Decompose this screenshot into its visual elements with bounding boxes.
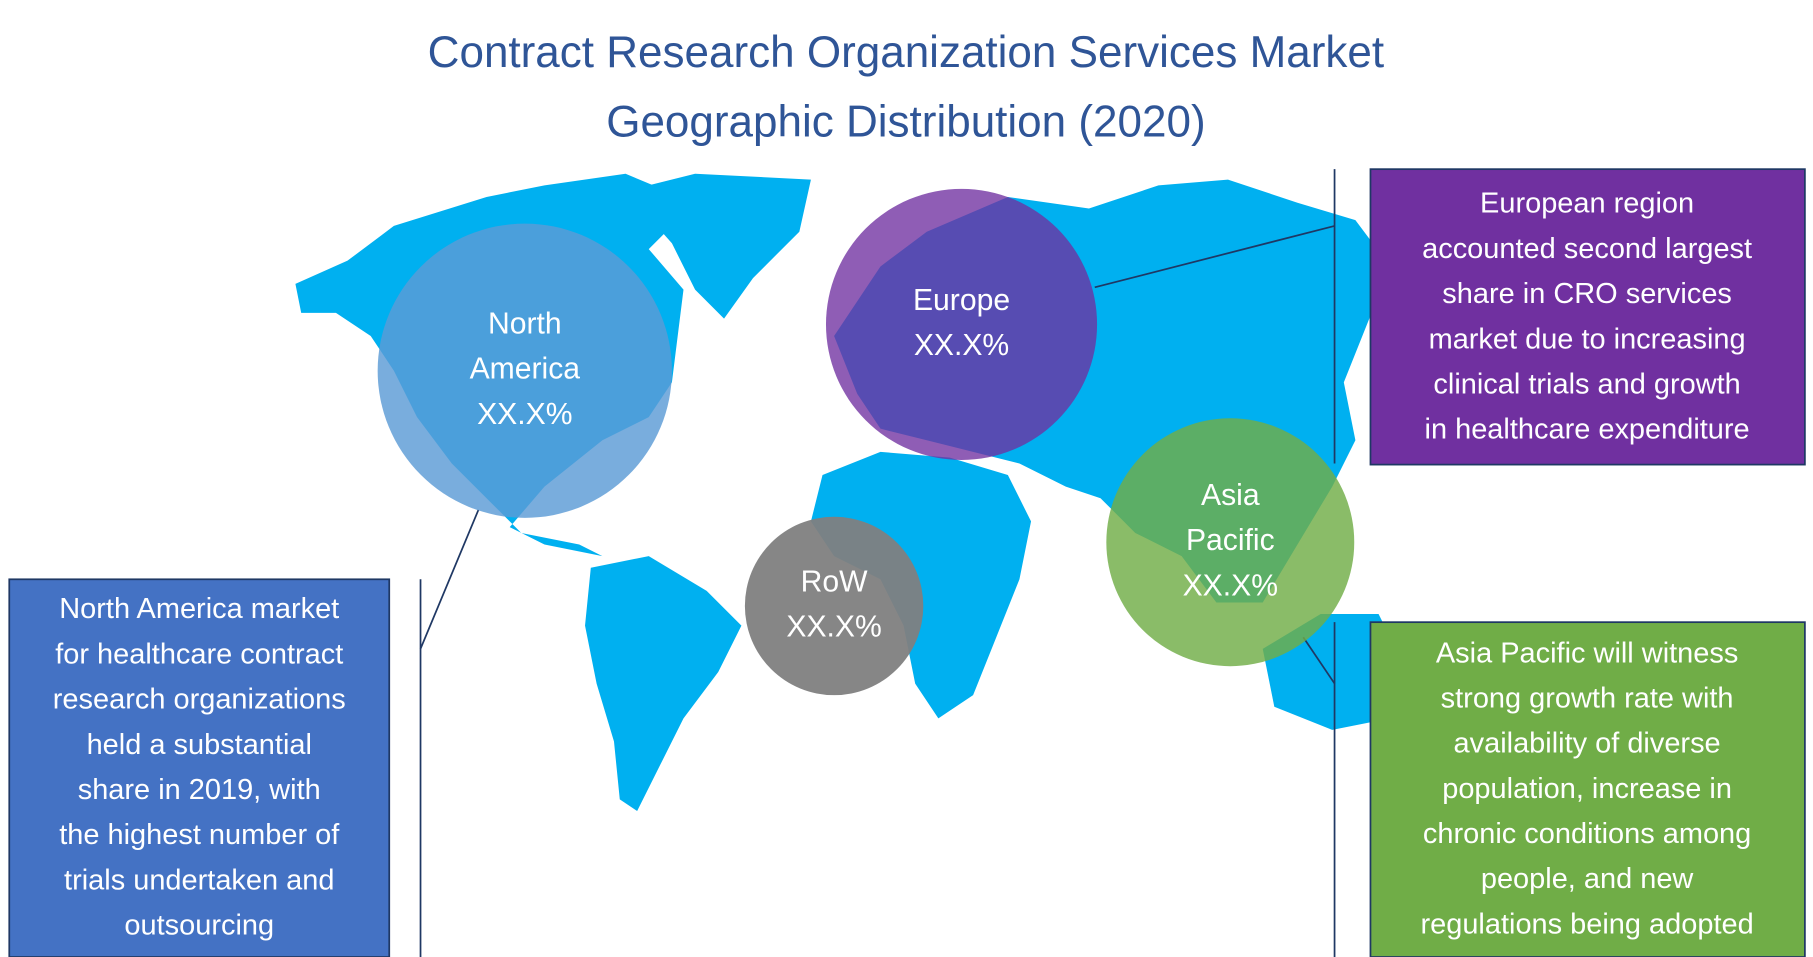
callout-text: research organizations <box>53 684 346 716</box>
callout-text: availability of diverse <box>1454 728 1721 760</box>
region-bubble <box>825 188 1098 460</box>
callout-text: Asia Pacific will witness <box>1436 637 1738 669</box>
callout-text: people, and new <box>1481 863 1694 895</box>
region-name: America <box>470 353 581 386</box>
callout-text: share in 2019, with <box>78 774 321 806</box>
callout-text: clinical trials and growth <box>1433 368 1740 400</box>
callout-box <box>8 578 391 957</box>
callout-text: European region <box>1480 188 1694 220</box>
region-bubble <box>377 223 672 518</box>
callout-text: population, increase in <box>1442 773 1732 805</box>
callout-text: trials undertaken and <box>64 864 334 896</box>
connector <box>1302 636 1336 685</box>
region-share: XX.X% <box>477 398 572 431</box>
callout-text: for healthcare contract <box>55 638 343 670</box>
region-name: Asia <box>1201 479 1260 512</box>
callout-text: strong growth rate with <box>1441 682 1734 714</box>
region-name: RoW <box>801 565 868 598</box>
region-name: Europe <box>913 284 1010 317</box>
region-bubble <box>744 516 924 696</box>
callout-text: market due to increasing <box>1429 323 1746 355</box>
callout-text: regulations being adopted <box>1420 908 1753 940</box>
africa-land <box>810 451 1032 719</box>
region-share: XX.X% <box>914 329 1009 362</box>
callout-box <box>1369 168 1806 466</box>
region-share: XX.X% <box>786 610 881 643</box>
title: Geographic Distribution (2020) <box>606 98 1205 147</box>
callout-text: North America market <box>59 593 339 625</box>
callout-text: chronic conditions among <box>1423 818 1751 850</box>
greenland <box>625 173 811 319</box>
region-name: North <box>488 308 562 341</box>
callout-box <box>1369 621 1806 957</box>
callout-text: accounted second largest <box>1422 233 1752 265</box>
title: Contract Research Organization Services … <box>428 28 1384 77</box>
callout-text: share in CRO services <box>1442 278 1732 310</box>
region-bubbles <box>377 188 1355 696</box>
region-name: Pacific <box>1186 524 1275 557</box>
callout-text: the highest number of <box>59 819 340 851</box>
callout-text: outsourcing <box>124 910 274 942</box>
region-share: XX.X% <box>1183 569 1278 602</box>
connector-lines <box>419 169 1336 957</box>
callout-boxes <box>8 168 1806 957</box>
region-bubble <box>1106 418 1355 667</box>
callout-text: held a substantial <box>87 729 312 761</box>
connector <box>419 509 480 650</box>
connector <box>1094 225 1335 289</box>
south-america-land <box>585 556 742 812</box>
callout-text: in healthcare expenditure <box>1425 414 1750 446</box>
